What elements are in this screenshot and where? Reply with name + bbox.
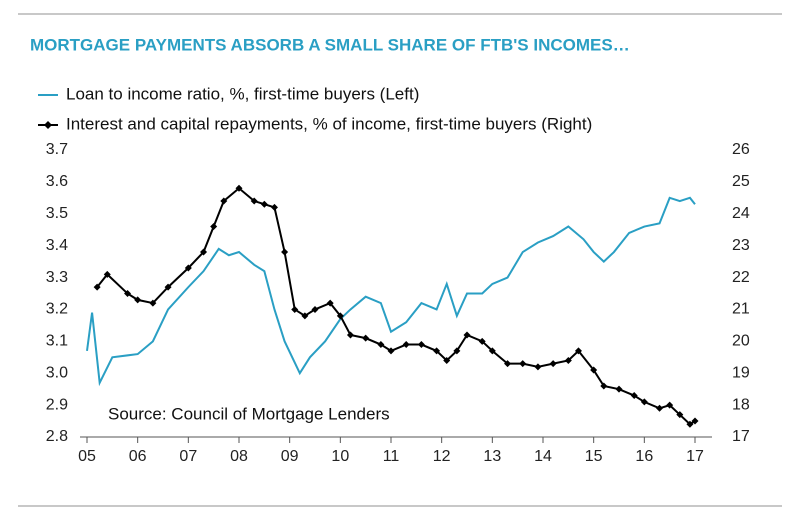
point-marker bbox=[184, 264, 192, 272]
point-marker bbox=[504, 360, 512, 368]
point-marker bbox=[200, 248, 208, 256]
point-marker bbox=[270, 203, 278, 211]
point-marker bbox=[630, 392, 638, 400]
point-marker bbox=[291, 305, 299, 313]
point-marker bbox=[519, 360, 527, 368]
point-marker bbox=[281, 248, 289, 256]
x-tick-label: 15 bbox=[585, 448, 603, 465]
point-marker bbox=[600, 382, 608, 390]
legend-label: Interest and capital repayments, % of in… bbox=[66, 114, 592, 133]
point-marker bbox=[590, 366, 598, 374]
y-tick-label: 2.9 bbox=[46, 396, 68, 413]
y-tick-label: 3.4 bbox=[46, 237, 68, 254]
series-line bbox=[86, 196, 696, 387]
point-marker bbox=[336, 312, 344, 320]
x-tick-label: 09 bbox=[281, 448, 299, 465]
x-tick-label: 17 bbox=[686, 448, 704, 465]
y2-tick-label: 23 bbox=[732, 237, 750, 254]
point-marker bbox=[134, 296, 142, 304]
point-marker bbox=[220, 197, 228, 205]
point-marker bbox=[433, 347, 441, 355]
x-tick-label: 13 bbox=[483, 448, 501, 465]
y2-tick-label: 26 bbox=[732, 141, 750, 158]
point-marker bbox=[443, 356, 451, 364]
x-tick-label: 10 bbox=[331, 448, 349, 465]
y2-tick-label: 19 bbox=[732, 364, 750, 381]
y2-tick-label: 21 bbox=[732, 301, 750, 318]
point-marker bbox=[103, 270, 111, 278]
point-marker bbox=[377, 341, 385, 349]
legend-marker bbox=[44, 121, 52, 129]
point-marker bbox=[93, 283, 101, 291]
y-tick-label: 3.0 bbox=[46, 364, 68, 381]
x-tick-label: 05 bbox=[78, 448, 96, 465]
point-marker bbox=[346, 331, 354, 339]
x-tick-label: 16 bbox=[635, 448, 653, 465]
x-tick-label: 14 bbox=[534, 448, 552, 465]
x-tick-label: 06 bbox=[129, 448, 147, 465]
annotation: Source: Council of Mortgage Lenders bbox=[108, 404, 390, 423]
y-tick-label: 2.8 bbox=[46, 428, 68, 445]
y2-tick-label: 17 bbox=[732, 428, 750, 445]
point-marker bbox=[488, 347, 496, 355]
point-marker bbox=[574, 347, 582, 355]
point-marker bbox=[534, 363, 542, 371]
point-marker bbox=[260, 200, 268, 208]
y-tick-label: 3.7 bbox=[46, 141, 68, 158]
point-marker bbox=[235, 184, 243, 192]
point-marker bbox=[549, 360, 557, 368]
point-marker bbox=[402, 341, 410, 349]
point-marker bbox=[686, 420, 694, 428]
y2-tick-label: 24 bbox=[732, 205, 750, 222]
point-marker bbox=[417, 341, 425, 349]
point-marker bbox=[691, 417, 699, 425]
x-tick-label: 11 bbox=[383, 448, 400, 465]
x-tick-label: 12 bbox=[433, 448, 451, 465]
point-marker bbox=[640, 398, 648, 406]
point-marker bbox=[210, 223, 218, 231]
x-tick-label: 08 bbox=[230, 448, 248, 465]
point-marker bbox=[250, 197, 258, 205]
series-line bbox=[96, 186, 696, 426]
legend-label: Loan to income ratio, %, first-time buye… bbox=[66, 84, 419, 103]
point-marker bbox=[149, 299, 157, 307]
y2-tick-label: 18 bbox=[732, 396, 750, 413]
point-marker bbox=[387, 347, 395, 355]
point-marker bbox=[453, 347, 461, 355]
y-tick-label: 3.1 bbox=[46, 333, 68, 350]
point-marker bbox=[615, 385, 623, 393]
point-marker bbox=[478, 337, 486, 345]
point-marker bbox=[124, 290, 132, 297]
y-tick-label: 3.6 bbox=[46, 173, 68, 190]
point-marker bbox=[311, 305, 319, 313]
point-marker bbox=[463, 331, 471, 339]
y2-tick-label: 20 bbox=[732, 333, 750, 350]
point-marker bbox=[326, 299, 334, 307]
point-marker bbox=[656, 404, 664, 412]
y2-tick-label: 22 bbox=[732, 269, 750, 286]
y-tick-label: 3.5 bbox=[46, 205, 68, 222]
y-tick-label: 3.2 bbox=[46, 301, 68, 318]
point-marker bbox=[164, 283, 172, 291]
x-tick-label: 07 bbox=[179, 448, 197, 465]
point-marker bbox=[362, 334, 370, 342]
point-marker bbox=[301, 312, 309, 320]
chart-title: MORTGAGE PAYMENTS ABSORB A SMALL SHARE O… bbox=[30, 35, 630, 54]
y-tick-label: 3.3 bbox=[46, 269, 68, 286]
y2-tick-label: 25 bbox=[732, 173, 750, 190]
point-marker bbox=[564, 356, 572, 364]
point-marker bbox=[666, 401, 674, 409]
point-marker bbox=[676, 411, 684, 419]
